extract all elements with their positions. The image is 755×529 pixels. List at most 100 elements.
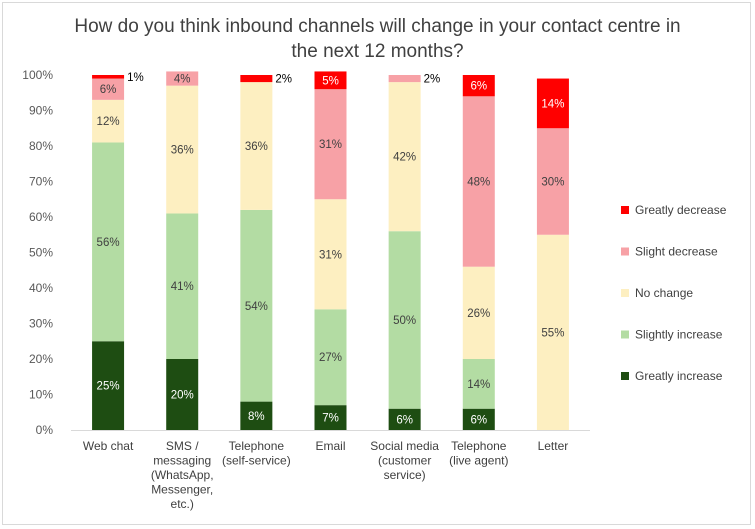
- y-tick-label: 10%: [29, 388, 53, 402]
- bar-segment: [388, 75, 421, 83]
- y-tick-label: 40%: [29, 281, 53, 295]
- category-label-line: Letter: [538, 439, 569, 453]
- data-label: 50%: [393, 315, 416, 327]
- legend-swatch: [621, 206, 629, 214]
- data-label: 20%: [171, 390, 194, 402]
- y-tick-label: 80%: [29, 139, 53, 153]
- data-label: 48%: [467, 177, 490, 189]
- data-label: 5%: [322, 75, 339, 87]
- data-label: 8%: [248, 411, 265, 423]
- data-label: 30%: [541, 177, 564, 189]
- category-label: Social media (customer service): [370, 439, 439, 482]
- category-label-line: Web chat: [83, 439, 134, 453]
- data-label: 2%: [275, 74, 292, 86]
- category-label: Letter: [538, 439, 569, 453]
- category-label-line: Email: [315, 439, 345, 453]
- bar-segment: [388, 231, 421, 409]
- bar-segment: [536, 234, 569, 430]
- category-label: Web chat: [83, 439, 134, 453]
- data-label: 14%: [467, 379, 490, 391]
- chart-title-line-1: How do you think inbound channels will c…: [74, 16, 681, 37]
- category-label-line: Telephone: [451, 439, 507, 453]
- legend-label: Greatly increase: [635, 369, 723, 383]
- y-tick-label: 100%: [22, 68, 53, 82]
- data-label: 41%: [171, 281, 194, 293]
- y-tick-label: 50%: [29, 246, 53, 260]
- bar-segment: [314, 71, 347, 90]
- data-label: 26%: [467, 308, 490, 320]
- legend-swatch: [621, 372, 629, 380]
- category-label: Email: [315, 439, 345, 453]
- category-label: Telephone (self-service): [222, 439, 291, 468]
- bar-segment: [240, 401, 273, 430]
- data-label: 2%: [424, 74, 441, 86]
- data-label: 31%: [319, 139, 342, 151]
- bar-segment: [166, 213, 199, 359]
- data-label: 36%: [245, 141, 268, 153]
- y-tick-label: 20%: [29, 352, 53, 366]
- data-label: 31%: [319, 249, 342, 261]
- bar-segment: [536, 78, 569, 129]
- legend-swatch: [621, 330, 629, 339]
- data-label: 27%: [319, 352, 342, 364]
- data-label: 36%: [171, 145, 194, 157]
- category-label: SMS / messaging (WhatsApp, Messenger, etc.): [151, 439, 214, 511]
- legend-label: Greatly decrease: [635, 203, 727, 217]
- legend-label: Slight decrease: [635, 245, 718, 259]
- data-label: 55%: [541, 327, 564, 339]
- y-tick-label: 0%: [36, 423, 54, 437]
- bar-segment: [388, 82, 421, 232]
- bar-segment: [536, 128, 569, 235]
- bar-segment: [92, 99, 125, 143]
- chart-title-line-2: the next 12 months?: [291, 41, 464, 62]
- bar-segment: [166, 85, 199, 214]
- data-label: 54%: [245, 301, 268, 313]
- category-label-line: Social media: [370, 439, 439, 453]
- bar-segment: [462, 96, 495, 267]
- data-label: 6%: [396, 414, 413, 426]
- data-label: 42%: [393, 152, 416, 164]
- bar-segment: [166, 71, 199, 86]
- bar-segment: [462, 359, 495, 409]
- bar-segment: [240, 209, 273, 402]
- bar-segment: [314, 199, 347, 310]
- data-label: 7%: [322, 413, 339, 425]
- y-tick-label: 30%: [29, 317, 53, 331]
- category-label-line: etc.): [171, 497, 194, 511]
- bar-segment: [314, 309, 347, 406]
- category-label-line: (self-service): [222, 454, 291, 468]
- data-label: 25%: [97, 381, 120, 393]
- data-label: 56%: [97, 237, 120, 249]
- category-label-line: (WhatsApp,: [151, 468, 214, 482]
- data-label: 12%: [97, 116, 120, 128]
- bar-segment: [314, 89, 347, 200]
- bar-segment: [462, 408, 495, 430]
- bar-segment: [166, 359, 199, 430]
- y-tick-label: 60%: [29, 210, 53, 224]
- data-label: 6%: [100, 84, 117, 96]
- legend-label: Slightly increase: [635, 328, 723, 342]
- bar-segment: [92, 75, 125, 79]
- data-label: 1%: [127, 72, 144, 84]
- bar-segment: [462, 266, 495, 359]
- bar-segment: [240, 82, 273, 210]
- data-label: 4%: [174, 74, 191, 86]
- category-label-line: SMS /: [166, 439, 199, 453]
- bar-segment: [92, 142, 125, 342]
- category-label-line: (live agent): [449, 454, 508, 468]
- bar-segment: [314, 405, 347, 430]
- legend-swatch: [621, 247, 629, 256]
- category-label-line: Messenger,: [151, 483, 213, 497]
- y-tick-label: 70%: [29, 175, 53, 189]
- bar-segment: [92, 341, 125, 430]
- y-tick-label: 90%: [29, 104, 53, 118]
- bar-segment: [240, 75, 273, 83]
- category-label-line: (customer: [378, 454, 431, 468]
- category-label-line: service): [384, 468, 426, 482]
- category-label: Telephone (live agent): [449, 439, 508, 468]
- data-label: 6%: [470, 81, 487, 93]
- data-label: 14%: [541, 98, 564, 110]
- bar-segment: [462, 75, 495, 97]
